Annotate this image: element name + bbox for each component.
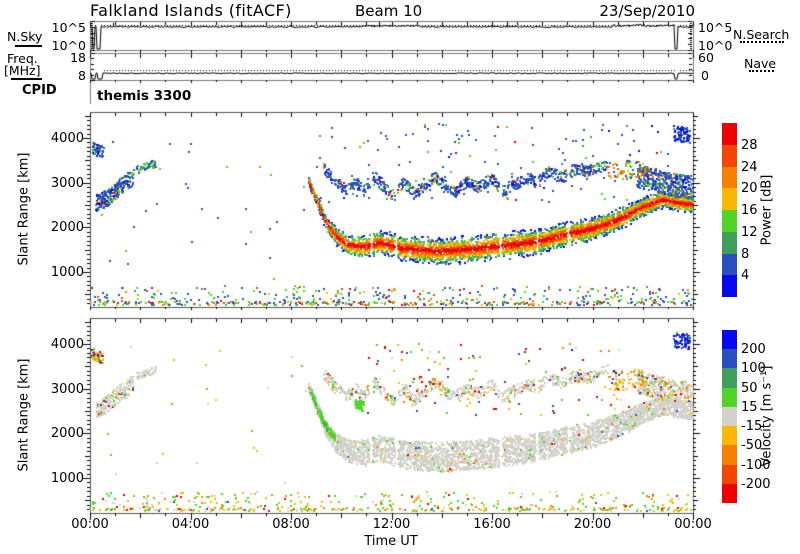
beam-label: Beam 10: [355, 2, 423, 20]
freq-tick-top: 18: [70, 50, 86, 65]
nsearch-tick-bottom: 10^0: [698, 38, 733, 53]
plot-title: Falkland Islands (fitACF): [90, 1, 292, 20]
colorbar-tick-label: 8: [741, 246, 750, 262]
nsearch-label: N.Search: [733, 27, 790, 42]
nave-label: Nave: [744, 56, 777, 71]
colorbar-segment: [722, 253, 737, 276]
colorbar-segment: [722, 445, 737, 465]
range-tick-label: 1000: [50, 265, 84, 280]
nsky-solid-line-legend: [15, 45, 42, 47]
nave-tick-bottom: 0: [701, 68, 709, 83]
cpid-value: themis 3300: [97, 88, 192, 104]
colorbar-segment: [722, 349, 737, 369]
colorbar-tick-label: -15: [741, 419, 763, 435]
range-tick-label: 4000: [50, 131, 84, 146]
freq-solid-line-legend: [11, 78, 42, 80]
velocity-ylabel: Slant Range [km]: [16, 358, 32, 472]
x-axis-tick-label: 20:00: [573, 517, 612, 532]
colorbar-segment: [722, 464, 737, 484]
range-tick-label: 2000: [50, 220, 84, 236]
colorbar-segment: [722, 231, 737, 254]
range-tick-label: 3000: [50, 381, 84, 397]
power-colorbar: [722, 123, 737, 297]
colorbar-segment: [722, 406, 737, 427]
colorbar-tick-label: 28: [741, 137, 758, 153]
nsky-tick-top: 10^5: [51, 20, 86, 35]
colorbar-tick-label: 200: [741, 342, 766, 358]
range-tick-label: 4000: [50, 337, 84, 352]
x-axis-tick-label: 12:00: [372, 517, 411, 532]
x-axis-tick-label: 00:00: [71, 517, 109, 532]
colorbar-segment: [722, 426, 737, 446]
colorbar-tick-label: 16: [741, 203, 758, 218]
colorbar-segment: [722, 144, 737, 167]
range-tick-label: 3000: [50, 175, 84, 191]
freq-label-line1: Freq.: [7, 51, 38, 66]
freq-label-line2: [MHz]: [4, 63, 41, 78]
colorbar-segment: [722, 275, 737, 297]
x-axis-tick-label: 04:00: [171, 517, 210, 532]
colorbar-tick-label: -50: [741, 438, 763, 454]
colorbar-segment: [722, 387, 737, 407]
nsearch-dotted-line-legend: [740, 41, 784, 43]
colorbar-segment: [722, 210, 737, 232]
freq-tick-bottom: 8: [78, 68, 86, 83]
colorbar-segment: [722, 188, 737, 210]
colorbar-tick-label: 20: [741, 181, 758, 197]
nsearch-tick-top: 10^5: [698, 20, 733, 35]
colorbar-tick-label: 50: [741, 380, 758, 396]
range-tick-label: 1000: [50, 471, 84, 486]
colorbar-tick-label: 12: [741, 224, 758, 240]
x-axis-tick-label: 08:00: [272, 517, 310, 532]
date-label: 23/Sep/2010: [599, 2, 695, 20]
nave-dotted-line-legend: [749, 70, 774, 72]
colorbar-segment: [722, 123, 737, 145]
x-axis-label: Time UT: [364, 534, 418, 549]
colorbar-tick-label: -200: [741, 476, 771, 492]
velocity-colorbar: [722, 330, 737, 503]
nsky-label: N.Sky: [7, 29, 43, 44]
colorbar-tick-label: -100: [741, 457, 771, 473]
power-ylabel: Slant Range [km]: [16, 152, 32, 266]
nave-tick-top: 60: [698, 50, 714, 65]
colorbar-segment: [722, 166, 737, 189]
power-colorbar-title: Power [dB]: [759, 174, 775, 246]
x-axis-tick-label: 16:00: [473, 517, 511, 532]
colorbar-tick-label: 24: [741, 159, 758, 175]
colorbar-tick-label: 15: [741, 399, 758, 415]
cpid-label: CPID: [22, 83, 57, 98]
range-tick-label: 2000: [50, 426, 84, 442]
nsky-tick-bottom: 10^0: [51, 38, 86, 53]
colorbar-tick-label: 4: [741, 268, 750, 284]
colorbar-segment: [722, 330, 737, 350]
colorbar-tick-label: 100: [741, 361, 766, 377]
colorbar-segment: [722, 483, 737, 503]
x-axis-tick-label: 00:00: [674, 517, 712, 532]
colorbar-segment: [722, 368, 737, 388]
